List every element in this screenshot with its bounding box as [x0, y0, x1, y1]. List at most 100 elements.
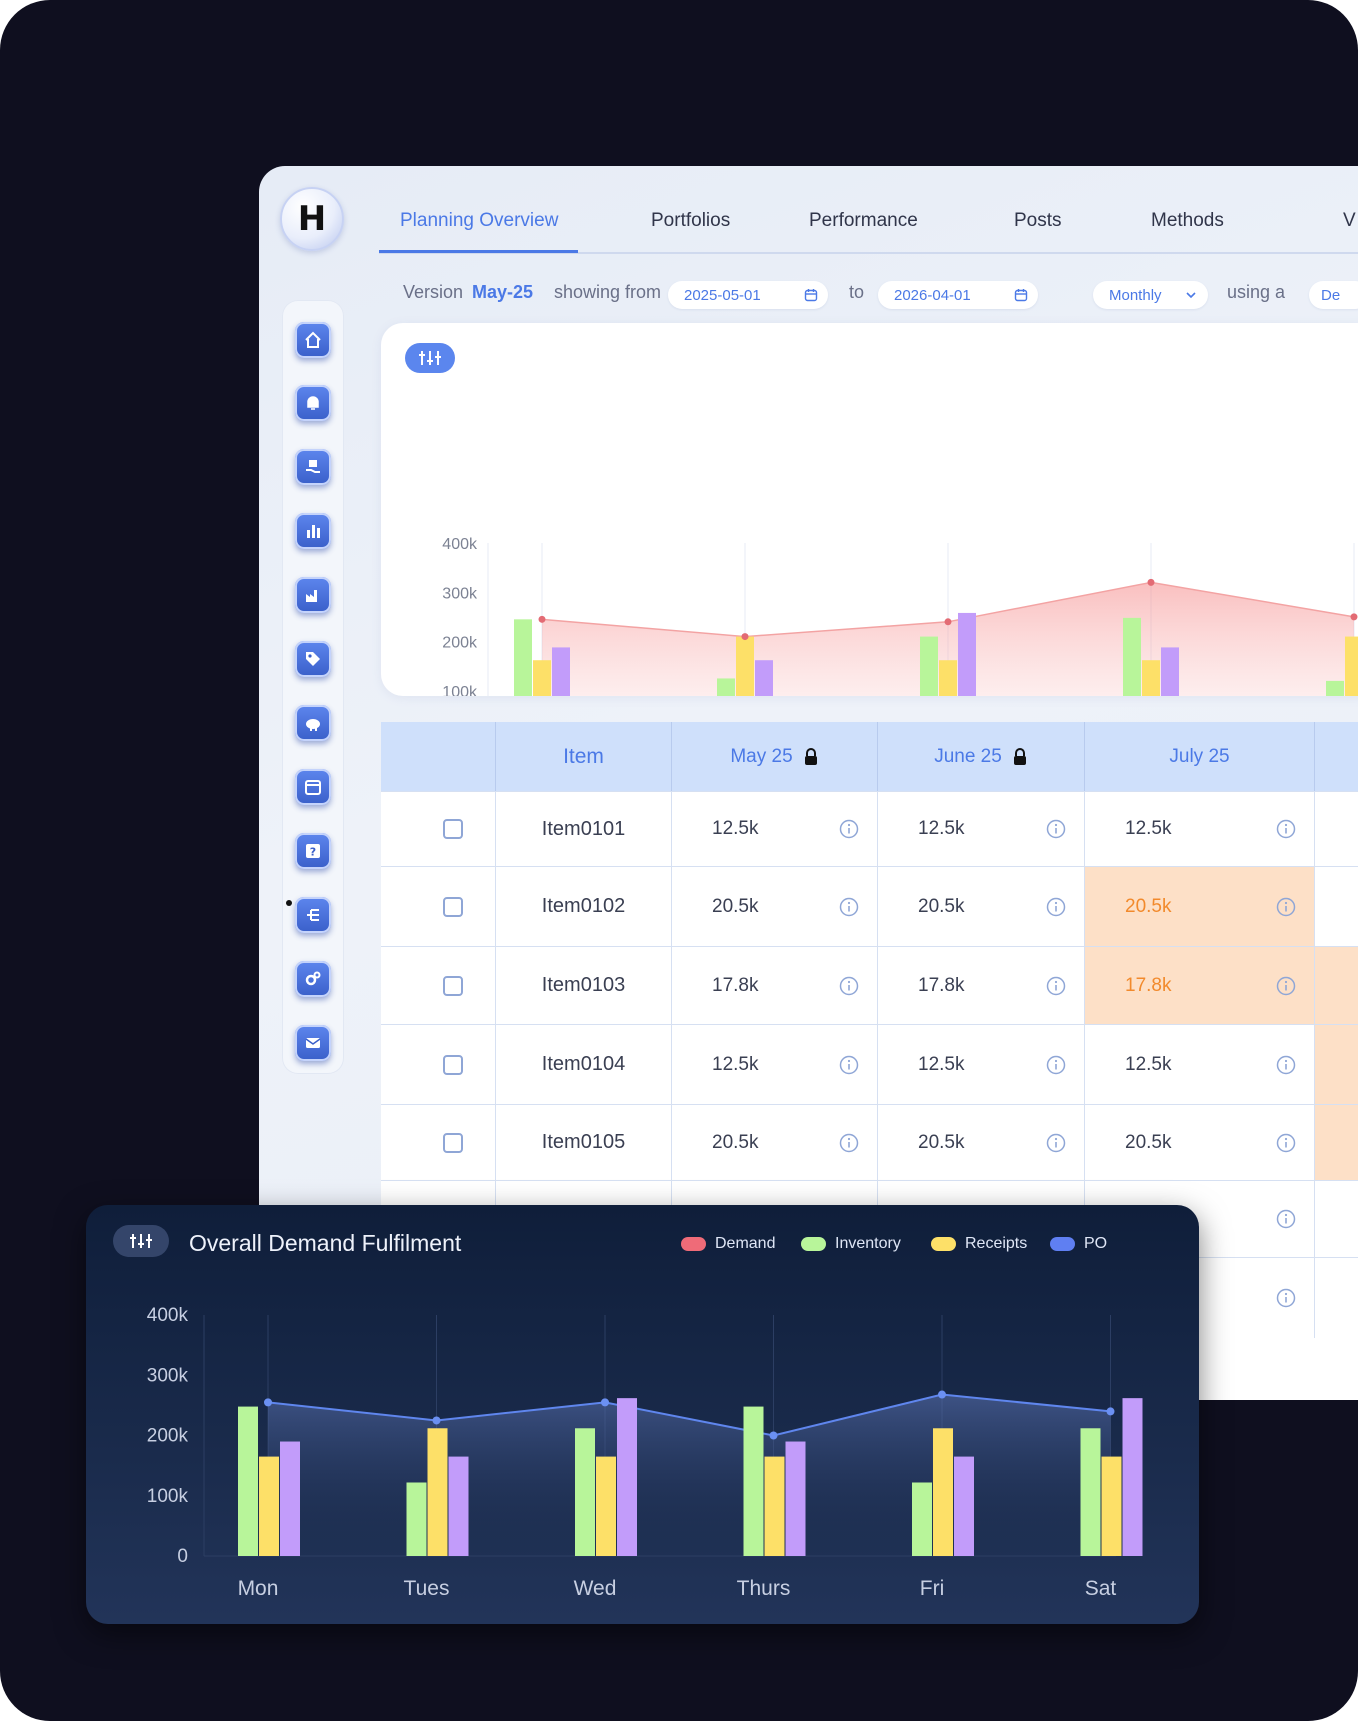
legend-demand[interactable]: Demand [681, 1235, 775, 1253]
info-icon[interactable] [1046, 1055, 1066, 1075]
may-cell[interactable]: 20.5k [672, 1105, 878, 1180]
legend-swatch [931, 1237, 956, 1251]
sidebar-item-production[interactable] [295, 577, 331, 613]
table-row[interactable]: Item0103 17.8k 17.8k 17.8k [381, 946, 1358, 1024]
sidebar: ? [282, 300, 344, 1074]
y-tick-label: 200k [147, 1426, 189, 1447]
info-icon[interactable] [1276, 1209, 1296, 1229]
legend-receipts[interactable]: Receipts [931, 1235, 1027, 1253]
info-icon[interactable] [1276, 1133, 1296, 1153]
may-cell[interactable]: 20.5k [672, 867, 878, 946]
info-icon[interactable] [839, 897, 859, 917]
version-value[interactable]: May-25 [472, 282, 534, 302]
filter-bar: Version May-25 showing from 2025-05-01 t… [403, 281, 1358, 312]
app-logo[interactable]: H [280, 187, 344, 251]
info-icon[interactable] [1046, 897, 1066, 917]
tab-portfolios[interactable]: Portfolios [651, 210, 731, 231]
info-icon[interactable] [1046, 1133, 1066, 1153]
cell-value: 12.5k [1125, 818, 1172, 839]
sidebar-item-budget[interactable] [295, 705, 331, 741]
july-cell[interactable]: 12.5k [1085, 1025, 1315, 1104]
table-row[interactable]: Item0104 12.5k 12.5k 12.5k [381, 1024, 1358, 1104]
cell-value: 12.5k [1125, 1053, 1172, 1075]
info-icon[interactable] [839, 1055, 859, 1075]
row-checkbox[interactable] [443, 1132, 463, 1153]
info-icon[interactable] [1276, 897, 1296, 917]
start-date-value: 2025-05-01 [684, 286, 761, 304]
info-icon[interactable] [839, 819, 859, 839]
july-cell[interactable]: 12.5k [1085, 792, 1315, 866]
sidebar-item-help[interactable]: ? [295, 833, 331, 869]
july-cell[interactable]: 17.8k [1085, 947, 1315, 1024]
info-icon[interactable] [1046, 976, 1066, 996]
tab-v[interactable]: V [1343, 210, 1356, 231]
tab-performance[interactable]: Performance [809, 210, 918, 231]
chart-filter-button[interactable] [405, 343, 455, 373]
row-checkbox[interactable] [443, 1054, 463, 1075]
info-icon[interactable] [1276, 976, 1296, 996]
info-icon[interactable] [1276, 1288, 1296, 1308]
info-icon[interactable] [839, 976, 859, 996]
sidebar-item-home[interactable] [295, 322, 331, 358]
row-checkbox[interactable] [443, 819, 463, 839]
info-icon[interactable] [1046, 819, 1066, 839]
cell-value: 12.5k [712, 1053, 759, 1075]
info-icon[interactable] [1276, 819, 1296, 839]
granularity-value: Monthly [1109, 286, 1162, 304]
receipts-bar [533, 660, 551, 696]
cell-value: 20.5k [918, 895, 965, 917]
granularity-select[interactable]: Monthly [1093, 281, 1208, 309]
header-july[interactable]: July 25 [1085, 722, 1315, 791]
info-icon[interactable] [839, 1133, 859, 1153]
header-item[interactable]: Item [496, 722, 672, 791]
sidebar-item-schedule[interactable] [295, 769, 331, 805]
sidebar-item-inventory[interactable] [295, 449, 331, 485]
inventory-bar [1326, 680, 1344, 696]
inventory-bar [912, 1482, 932, 1556]
july-cell[interactable]: 20.5k [1085, 867, 1315, 946]
legend-inventory[interactable]: Inventory [801, 1235, 901, 1253]
june-cell[interactable]: 20.5k [878, 867, 1085, 946]
row-checkbox[interactable] [443, 896, 463, 917]
mail-icon [305, 1038, 321, 1048]
sidebar-item-pricing[interactable] [295, 641, 331, 677]
header-june[interactable]: June 25 [878, 722, 1085, 791]
june-cell[interactable]: 12.5k [878, 792, 1085, 866]
table-row[interactable]: Item0102 20.5k 20.5k 20.5k [381, 866, 1358, 946]
sidebar-item-hierarchy[interactable] [295, 897, 331, 933]
cell-value: 20.5k [712, 895, 759, 917]
end-date-picker[interactable]: 2026-04-01 [878, 281, 1038, 309]
demand-point [938, 1390, 946, 1399]
cell-value: 20.5k [712, 1131, 759, 1153]
dark-filter-button[interactable] [113, 1225, 169, 1257]
legend-po[interactable]: PO [1050, 1235, 1107, 1253]
app-window: H Planning Overview Portfolios Performan… [259, 166, 1358, 1400]
june-cell[interactable]: 20.5k [878, 1105, 1085, 1180]
table-row[interactable]: Item0105 20.5k 20.5k 20.5k [381, 1104, 1358, 1180]
info-icon[interactable] [1276, 1055, 1296, 1075]
header-may[interactable]: May 25 [672, 722, 878, 791]
june-cell[interactable]: 17.8k [878, 947, 1085, 1024]
sidebar-item-analytics[interactable] [295, 513, 331, 549]
sidebar-item-settings[interactable] [295, 961, 331, 997]
inventory-bar [238, 1406, 258, 1556]
may-cell[interactable]: 17.8k [672, 947, 878, 1024]
demand-point [601, 1398, 609, 1407]
tab-posts[interactable]: Posts [1014, 210, 1062, 231]
tag-icon [306, 652, 320, 666]
may-cell[interactable]: 12.5k [672, 792, 878, 866]
receipts-bar [933, 1428, 953, 1556]
may-cell[interactable]: 12.5k [672, 1025, 878, 1104]
row-checkbox[interactable] [443, 975, 463, 996]
sidebar-item-notifications[interactable] [295, 385, 331, 421]
sidebar-item-mail[interactable] [295, 1025, 331, 1061]
item-cell: Item0104 [496, 1025, 672, 1104]
tab-planning-overview[interactable]: Planning Overview [400, 210, 559, 231]
table-row[interactable]: Item0101 12.5k 12.5k 12.5k [381, 791, 1358, 866]
start-date-picker[interactable]: 2025-05-01 [668, 281, 828, 309]
cell-value: 12.5k [918, 818, 965, 839]
june-cell[interactable]: 12.5k [878, 1025, 1085, 1104]
tab-methods[interactable]: Methods [1151, 210, 1224, 231]
method-select[interactable]: De [1309, 281, 1358, 309]
july-cell[interactable]: 20.5k [1085, 1105, 1315, 1180]
